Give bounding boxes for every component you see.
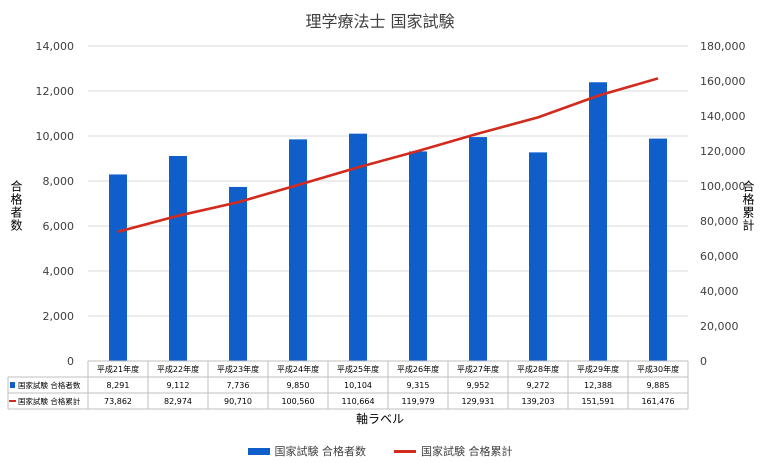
y-tick-label-right: 20,000 [700, 320, 739, 333]
bar [289, 139, 307, 361]
chart-title: 理学療法士 国家試験 [305, 12, 455, 31]
y-tick-label-left: 8,000 [43, 175, 75, 188]
category-label: 平成21年度 [97, 364, 139, 374]
data-label: 10,104 [344, 381, 372, 390]
category-label: 平成27年度 [457, 364, 499, 374]
category-label: 平成22年度 [157, 364, 199, 374]
y-tick-label-left: 10,000 [36, 130, 75, 143]
data-label: 9,272 [527, 381, 550, 390]
x-axis-label: 軸ラベル [355, 412, 404, 426]
y-tick-label-right: 140,000 [700, 110, 746, 123]
table-row-header: 国家試験 合格累計 [18, 396, 81, 406]
y-axis-label-right: 合格累計 [741, 180, 755, 232]
category-label: 平成23年度 [217, 364, 259, 374]
y-tick-label-left: 6,000 [43, 220, 75, 233]
y-tick-label-left: 12,000 [36, 85, 75, 98]
data-label: 119,979 [401, 397, 434, 406]
legend-label-bar: 国家試験 合格者数 [274, 445, 367, 458]
data-label: 82,974 [164, 397, 192, 406]
data-label: 9,952 [467, 381, 490, 390]
data-label: 110,664 [341, 397, 374, 406]
y-tick-label-left: 2,000 [43, 310, 75, 323]
legend-swatch-line [394, 449, 416, 453]
bar [169, 155, 187, 361]
y-tick-label-right: 120,000 [700, 145, 746, 158]
bar [349, 133, 367, 361]
y-tick-label-left: 0 [67, 355, 74, 368]
data-label: 100,560 [281, 397, 314, 406]
data-label: 139,203 [521, 397, 554, 406]
bar [469, 137, 487, 361]
bar [649, 138, 667, 361]
bar [109, 174, 127, 361]
bar [409, 151, 427, 361]
y-tick-label-right: 180,000 [700, 40, 746, 53]
category-label: 平成28年度 [517, 364, 559, 374]
series-line [117, 77, 659, 233]
data-label: 12,388 [584, 381, 612, 390]
bar [529, 152, 547, 361]
data-label: 151,591 [581, 397, 614, 406]
category-label: 平成24年度 [277, 364, 319, 374]
y-axis-label-left: 合格者数 [9, 180, 23, 232]
category-label: 平成29年度 [577, 364, 619, 374]
data-label: 9,112 [167, 381, 190, 390]
y-tick-label-right: 0 [700, 355, 707, 368]
data-label: 9,850 [287, 381, 310, 390]
y-tick-label-right: 100,000 [700, 180, 746, 193]
data-label: 8,291 [107, 381, 130, 390]
legend-swatch-bar [247, 447, 270, 455]
legend-label-line: 国家試験 合格累計 [421, 445, 513, 458]
data-label: 161,476 [641, 397, 674, 406]
y-tick-label-left: 4,000 [43, 265, 75, 278]
category-label: 平成26年度 [397, 364, 439, 374]
y-tick-label-right: 80,000 [700, 215, 739, 228]
table-row-header: 国家試験 合格者数 [18, 380, 81, 390]
legend-item-line: 国家試験 合格累計 [394, 443, 513, 459]
y-tick-label-right: 60,000 [700, 250, 739, 263]
category-label: 平成25年度 [337, 364, 379, 374]
y-tick-label-right: 40,000 [700, 285, 739, 298]
bar [589, 82, 607, 362]
bar [229, 186, 247, 361]
legend-item-bar: 国家試験 合格者数 [247, 443, 367, 459]
y-tick-label-left: 14,000 [36, 40, 75, 53]
data-label: 73,862 [104, 397, 132, 406]
table-key-bar [10, 382, 15, 388]
data-label: 7,736 [227, 381, 250, 390]
y-tick-label-right: 160,000 [700, 75, 746, 88]
data-label: 129,931 [461, 397, 494, 406]
data-label: 9,885 [647, 381, 670, 390]
data-label: 90,710 [224, 397, 252, 406]
category-label: 平成30年度 [637, 364, 679, 374]
data-label: 9,315 [407, 381, 430, 390]
legend: 国家試験 合格者数 国家試験 合格累計 [0, 443, 760, 459]
